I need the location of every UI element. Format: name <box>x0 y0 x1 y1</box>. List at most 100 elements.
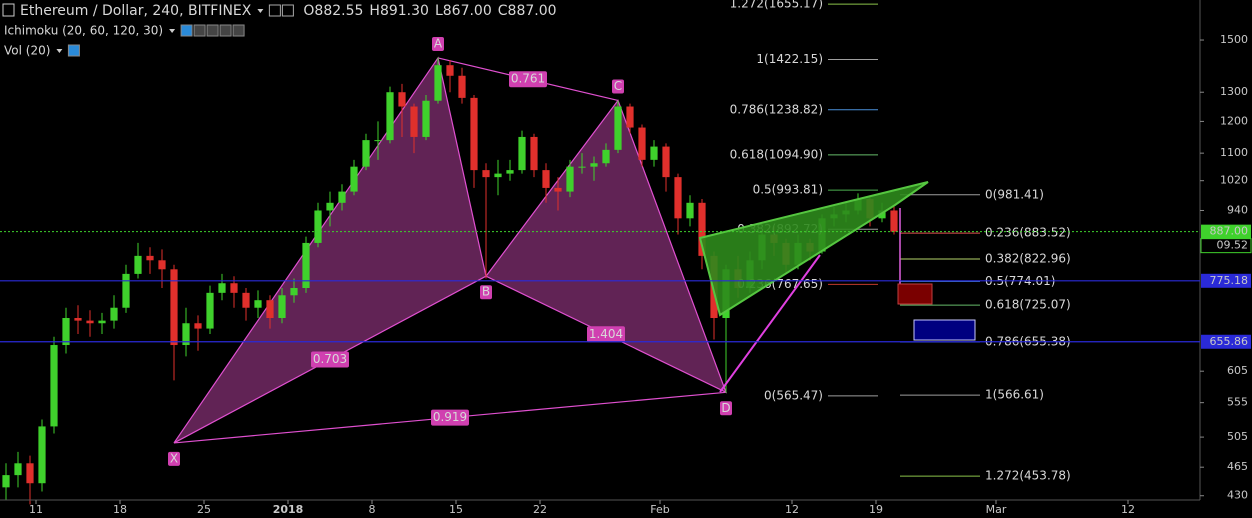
drawings <box>698 181 976 393</box>
ratio-label: 0.919 <box>433 410 467 424</box>
candle-body <box>506 170 514 174</box>
candle-body <box>182 323 190 346</box>
candle-body <box>674 177 682 219</box>
candle-body <box>878 210 886 219</box>
candle-body <box>134 255 142 274</box>
trend-line <box>719 254 821 393</box>
y-tick-label: 1020 <box>1220 174 1248 187</box>
x-tick-label: Mar <box>986 503 1007 516</box>
x-tick-label: 22 <box>533 503 547 516</box>
dropdown-arrow <box>56 49 63 53</box>
toolbar-button[interactable] <box>268 4 281 17</box>
candle-body <box>146 255 154 261</box>
candle-body <box>518 136 526 171</box>
header: Ethereum / Dollar, 240, BITFINEX Ichimok… <box>2 3 557 58</box>
candle-body <box>158 260 166 270</box>
symbol-title[interactable]: Ethereum / Dollar, 240, BITFINEX <box>20 3 252 19</box>
candle-body <box>86 320 94 324</box>
fib-label: 0(981.41) <box>985 187 1044 201</box>
y-tick-label: 1500 <box>1220 33 1248 46</box>
candle-body <box>242 292 250 308</box>
ratio-label: 0.703 <box>313 352 347 366</box>
indicator-button[interactable] <box>219 24 232 37</box>
y-tick-label: 940 <box>1227 203 1248 216</box>
fib-label: 0.786(1238.82) <box>730 102 823 116</box>
y-tick-label: 1100 <box>1220 146 1248 159</box>
indicator-label[interactable]: Vol (20) <box>4 44 50 58</box>
y-tick-label: 430 <box>1227 489 1248 502</box>
fib-label: 0.382(822.96) <box>985 251 1071 265</box>
candle-body <box>602 149 610 164</box>
wedge <box>698 181 929 317</box>
dropdown-arrow <box>257 9 264 13</box>
point-label-box <box>480 285 492 300</box>
ohlc-value: 891.30 <box>380 3 429 19</box>
collapse-icon[interactable] <box>2 3 15 17</box>
candle-body <box>566 166 574 192</box>
candle-body <box>386 92 394 141</box>
x-tick-label: 25 <box>197 503 211 516</box>
candle-body <box>626 106 634 128</box>
x-tick-label: 12 <box>1121 503 1135 516</box>
indicator-button[interactable] <box>180 24 193 37</box>
candle-body <box>890 210 898 232</box>
point-label-box <box>168 451 180 466</box>
candle-body <box>470 97 478 171</box>
x-tick-label: 8 <box>369 503 376 516</box>
price-tag-label: 887.00 <box>1210 225 1249 238</box>
candle-body <box>590 163 598 167</box>
candle-body <box>290 288 298 296</box>
candle-body <box>650 146 658 160</box>
y-tick-label: 1300 <box>1220 85 1248 98</box>
fib-label: 1.272(1655.17) <box>730 0 823 11</box>
y-tick-label: 605 <box>1227 364 1248 377</box>
candle-body <box>554 187 562 192</box>
candle-body <box>26 463 34 484</box>
candle-body <box>698 202 706 256</box>
candle-body <box>338 191 346 203</box>
candle-body <box>578 166 586 168</box>
candle-body <box>350 166 358 192</box>
price-tag <box>1201 334 1251 349</box>
point-label-box <box>612 79 624 94</box>
toolbar-button[interactable] <box>281 4 294 17</box>
ratio-label: 1.404 <box>589 327 623 341</box>
countdown-tag <box>1200 238 1252 254</box>
indicator-label[interactable]: Ichimoku (20, 60, 120, 30) <box>4 24 163 38</box>
candle-body <box>194 323 202 329</box>
candle-body <box>662 146 670 178</box>
indicator-button[interactable] <box>67 44 80 57</box>
point-label: X <box>170 451 178 465</box>
candle-body <box>410 106 418 137</box>
candle-body <box>374 140 382 142</box>
x-tick-label: 11 <box>29 503 43 516</box>
indicator-button[interactable] <box>193 24 206 37</box>
candle-body <box>62 318 70 346</box>
fib-label: 1(566.61) <box>985 388 1044 402</box>
y-tick-label: 465 <box>1227 460 1248 473</box>
ohlc-key: O <box>303 3 314 19</box>
candle-body <box>446 65 454 76</box>
candle-body <box>38 426 46 484</box>
price-tag-label: 775.18 <box>1210 274 1249 287</box>
x-tick-label: 12 <box>785 503 799 516</box>
candle-body <box>482 170 490 178</box>
candle-body <box>122 273 130 308</box>
ohlc-value: 882.55 <box>314 3 363 19</box>
candle-body <box>530 136 538 171</box>
fib-label: 0.5(993.81) <box>753 183 823 197</box>
indicator-button[interactable] <box>232 24 245 37</box>
ratio-box <box>311 351 349 368</box>
indicator-button[interactable] <box>206 24 219 37</box>
candle-body <box>254 300 262 308</box>
candle-body <box>170 269 178 346</box>
price-tag <box>1201 273 1251 288</box>
ratio-box <box>587 326 625 343</box>
countdown: 09.52 <box>1217 239 1249 252</box>
plot-area <box>2 56 898 505</box>
candle-body <box>614 106 622 150</box>
fib-label: 1.272(453.78) <box>985 469 1071 483</box>
point-label-box <box>432 36 444 51</box>
ohlc-key: C <box>498 3 508 19</box>
candle-body <box>2 475 10 488</box>
